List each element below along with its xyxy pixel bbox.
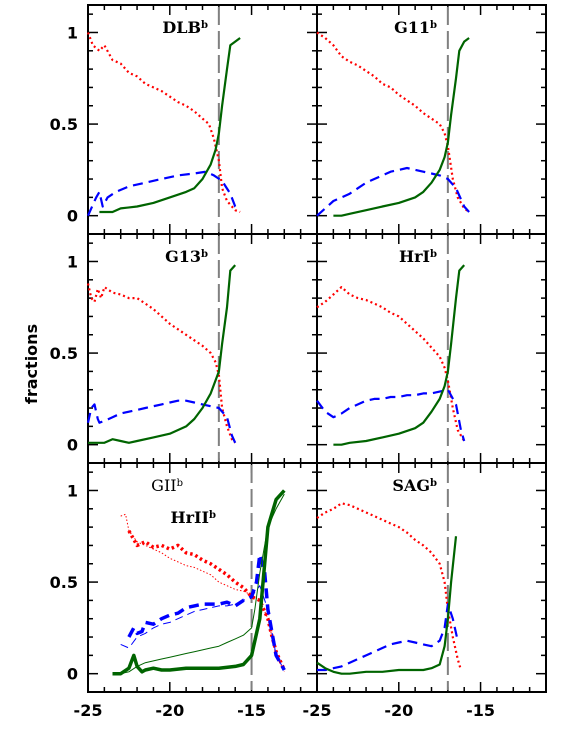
panel-label: DLBb <box>162 18 208 37</box>
y-tick-label: 1 <box>67 23 78 42</box>
x-tick-label: -20 <box>384 701 413 720</box>
series-red-dotted-thick <box>127 529 286 671</box>
y-axis-label: fractions <box>22 324 41 404</box>
panel-label: GIIb <box>151 476 183 495</box>
panel-label: G11b <box>394 18 437 37</box>
y-tick-label: 1 <box>67 252 78 271</box>
series-green-solid <box>333 37 470 217</box>
panel-0: DLBb 0 0.5 1 <box>50 4 318 235</box>
series-green-solid <box>333 264 466 446</box>
panels-group: DLBb 0 0.5 1 G11b G13b 0 0.5 1 HrIb GIIb HrIIb 0 0.5 1… <box>50 4 547 720</box>
panel-frame <box>316 462 547 693</box>
panel-frame <box>316 233 547 464</box>
x-tick-label: -25 <box>303 701 332 720</box>
panel-label-sup: b <box>209 510 216 521</box>
series-green-solid-thin <box>120 493 285 675</box>
panel-label-sup: b <box>430 20 437 31</box>
series-blue-dashed <box>86 399 237 444</box>
series-blue-dashed <box>86 170 241 217</box>
y-tick-label: 0 <box>67 665 78 684</box>
panel-label-sup: b <box>177 478 183 489</box>
panel-label-sup: b <box>430 249 437 260</box>
panel-label-sup: b <box>201 20 208 31</box>
panel-3: HrIb <box>316 233 547 464</box>
panel-1: G11b <box>316 4 547 235</box>
series-red-dotted-thin <box>120 513 285 673</box>
panel-4: GIIb HrIIb 0 0.5 1 -25 -20 -15 <box>50 462 318 720</box>
series-blue-dashed-thin <box>120 585 285 671</box>
panel-label-sup: b <box>201 249 208 260</box>
series-red-dotted <box>316 31 470 213</box>
series-red-dotted <box>86 283 237 444</box>
y-tick-label: 0 <box>67 207 78 226</box>
series-blue-dashed <box>316 166 470 217</box>
y-tick-label: 0.5 <box>50 115 78 134</box>
panel-label-2: HrIIb <box>170 508 216 527</box>
series-green-solid <box>316 536 458 675</box>
series-green-solid <box>99 37 241 214</box>
panel-frame <box>87 233 318 464</box>
series-blue-dashed <box>316 388 466 442</box>
y-tick-label: 1 <box>67 481 78 500</box>
y-tick-label: 0 <box>67 436 78 455</box>
series-blue-dashed-thick <box>127 552 286 671</box>
x-tick-label: -25 <box>74 701 103 720</box>
panel-5: SAGb -25 -20 -15 <box>303 462 547 720</box>
y-tick-label: 0.5 <box>50 344 78 363</box>
x-tick-label: -20 <box>155 701 184 720</box>
series-red-dotted <box>316 286 466 442</box>
series-green-solid-thick <box>112 489 286 676</box>
series-red-dotted <box>86 32 241 214</box>
x-tick-label: -15 <box>466 701 495 720</box>
series-blue-dashed <box>317 602 459 672</box>
panel-label: SAGb <box>392 476 437 495</box>
panel-label: G13b <box>165 247 208 266</box>
x-tick-label: -15 <box>237 701 266 720</box>
series-red-dotted <box>316 502 462 671</box>
panel-2: G13b 0 0.5 1 <box>50 233 318 464</box>
y-tick-label: 0.5 <box>50 573 78 592</box>
panel-label-sup: b <box>430 478 437 489</box>
panel-label: HrIb <box>399 247 437 266</box>
series-green-solid <box>88 264 237 444</box>
